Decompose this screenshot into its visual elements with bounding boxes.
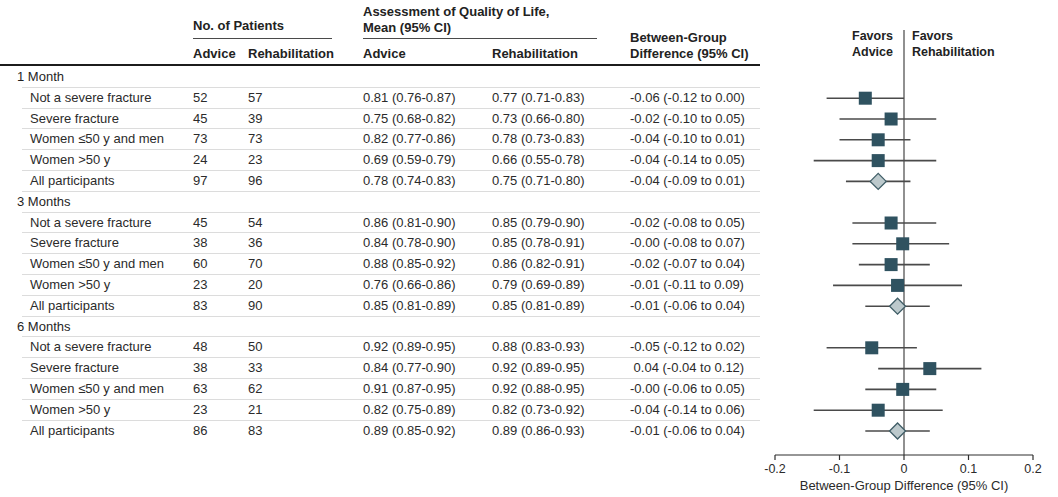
estimate-square-marker	[885, 258, 898, 271]
x-tick-label: -0.2	[764, 462, 786, 476]
estimate-square-marker	[896, 237, 909, 250]
forest-plot-canvas	[0, 0, 1058, 497]
x-axis-title: Between-Group Difference (95% CI)	[800, 478, 1009, 493]
favors-advice-line1: Favors	[852, 29, 893, 45]
pooled-diamond-marker	[870, 173, 886, 189]
favors-rehabilitation-label: Favors Rehabilitation	[912, 29, 995, 60]
estimate-square-marker	[885, 217, 898, 230]
x-tick-label: -0.1	[829, 462, 851, 476]
estimate-square-marker	[891, 279, 904, 292]
x-tick-label: 0.2	[1024, 462, 1041, 476]
estimate-square-marker	[896, 383, 909, 396]
x-tick-label: 0	[901, 462, 908, 476]
favors-advice-line2: Advice	[852, 45, 893, 61]
pooled-diamond-marker	[890, 298, 906, 314]
estimate-square-marker	[872, 404, 885, 417]
favors-advice-label: Favors Advice	[852, 29, 893, 60]
estimate-square-marker	[872, 154, 885, 167]
estimate-square-marker	[885, 113, 898, 126]
favors-rehab-line2: Rehabilitation	[912, 45, 995, 61]
estimate-square-marker	[859, 92, 872, 105]
estimate-square-marker	[865, 341, 878, 354]
estimate-square-marker	[872, 133, 885, 146]
x-tick-label: 0.1	[960, 462, 977, 476]
estimate-square-marker	[923, 362, 936, 375]
pooled-diamond-marker	[890, 423, 906, 439]
favors-rehab-line1: Favors	[912, 29, 995, 45]
forest-plot-figure: No. of Patients Assessment of Quality of…	[0, 0, 1058, 497]
